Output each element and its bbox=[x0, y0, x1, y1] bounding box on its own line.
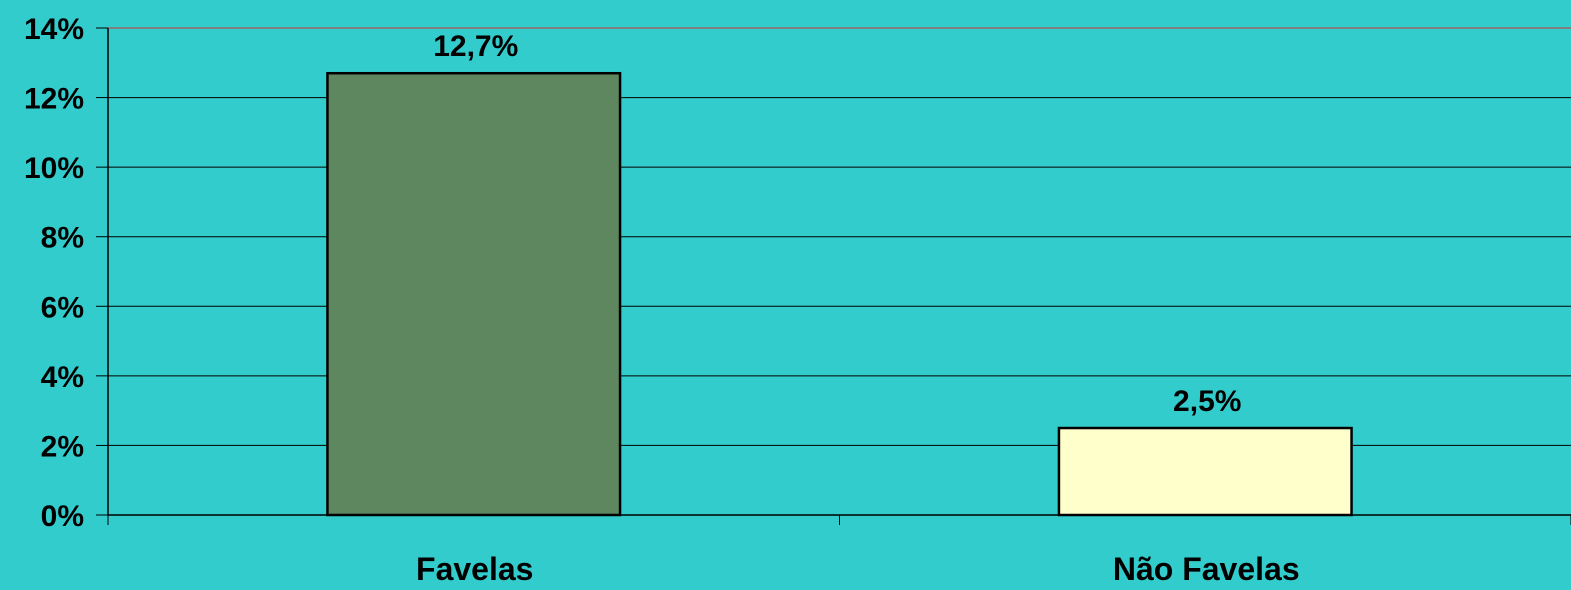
x-category-label: Não Favelas bbox=[1113, 551, 1300, 585]
y-tick-label: 0% bbox=[41, 500, 84, 533]
data-label: 12,7% bbox=[433, 30, 518, 63]
data-label: 2,5% bbox=[1173, 385, 1241, 418]
x-category-label: Favelas bbox=[416, 551, 533, 585]
bars bbox=[326, 71, 1353, 517]
labels: 0% 2% 4% 6% 8% 10% 12% 14% 12,7% Favelas 2,5% Não F… bbox=[24, 13, 1300, 587]
y-tick-label: 4% bbox=[41, 361, 84, 394]
y-tick-label: 12% bbox=[24, 83, 84, 116]
y-tick-label: 8% bbox=[41, 222, 84, 255]
y-tick-label: 6% bbox=[41, 291, 84, 324]
bar-2 bbox=[1057, 426, 1353, 517]
y-tick-label: 2% bbox=[41, 430, 84, 463]
axes bbox=[96, 27, 1571, 525]
y-tick-label: 10% bbox=[24, 152, 84, 185]
y-tick-label: 14% bbox=[24, 13, 84, 46]
bar-1 bbox=[326, 71, 622, 517]
